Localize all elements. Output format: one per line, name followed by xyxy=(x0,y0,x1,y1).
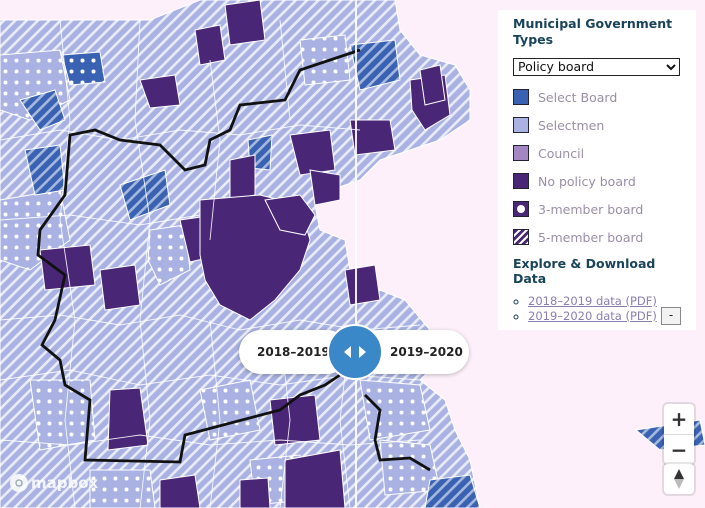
region-no-policy-board xyxy=(344,264,381,306)
reset-north-button[interactable] xyxy=(664,464,694,494)
compare-swiper-handle[interactable] xyxy=(327,324,383,380)
data-link-2019-2020[interactable]: 2019–2020 data (PDF) xyxy=(528,309,657,323)
region-no-policy-board xyxy=(239,477,271,508)
mapbox-logo-text: mapbox xyxy=(31,474,99,492)
legend-item-label: 5-member board xyxy=(538,229,644,245)
legend-title: Municipal Government Types xyxy=(513,16,673,47)
region-select-board xyxy=(119,169,171,221)
legend-item-selectmen: Selectmen xyxy=(513,111,681,139)
zoom-in-button[interactable]: + xyxy=(670,407,688,431)
region-no-policy-board xyxy=(309,169,341,206)
selectmen-swatch xyxy=(513,117,529,133)
zoom-out-button[interactable]: − xyxy=(664,434,694,465)
region-no-policy-board xyxy=(159,474,201,508)
mapbox-logo[interactable]: mapbox xyxy=(10,474,98,492)
region-dots xyxy=(29,379,96,451)
three-member-board-swatch xyxy=(513,201,529,217)
region-no-policy-board xyxy=(107,387,149,451)
region-no-policy-board xyxy=(284,449,346,508)
data-links: 2018–2019 data (PDF) 2019–2020 data (PDF… xyxy=(513,294,681,324)
council-swatch xyxy=(513,145,529,161)
legend-items: Select Board Selectmen Council No policy… xyxy=(513,83,681,251)
compare-right-text: 2019–2020 xyxy=(390,345,463,359)
region-dots xyxy=(89,469,156,508)
map-type-select-value: Policy board xyxy=(518,59,595,74)
region-select-board xyxy=(424,474,481,508)
data-link-2018-2019[interactable]: 2018–2019 data (PDF) xyxy=(528,294,657,308)
region-no-policy-board xyxy=(269,394,321,446)
legend-item-label: Select Board xyxy=(538,89,618,105)
region-no-policy-board xyxy=(194,24,226,66)
no-policy-board-swatch xyxy=(513,173,529,189)
compare-divider[interactable] xyxy=(355,0,357,508)
region-no-policy-board xyxy=(139,74,181,109)
legend-item-label: No policy board xyxy=(538,173,636,189)
five-member-board-swatch xyxy=(513,229,529,245)
chevron-down-icon xyxy=(666,64,676,71)
legend-item-label: 3-member board xyxy=(538,201,644,217)
map-type-select[interactable]: Policy board xyxy=(513,58,680,76)
region-dots xyxy=(299,34,351,86)
region-dots xyxy=(359,379,431,441)
zoom-controls: + − xyxy=(664,404,694,464)
data-link-item: 2018–2019 data (PDF) xyxy=(528,294,681,309)
compare-left-text: 2018–2019 xyxy=(257,345,330,359)
mapbox-logo-icon xyxy=(10,474,28,492)
legend-panel: Municipal Government Types Policy board … xyxy=(498,10,696,330)
region-no-policy-board xyxy=(349,119,396,156)
legend-item-council: Council xyxy=(513,139,681,167)
region-select-board xyxy=(61,51,106,86)
legend-item-label: Council xyxy=(538,145,585,161)
region-no-policy-board xyxy=(264,194,316,236)
legend-item-label: Selectmen xyxy=(538,117,605,133)
region-no-policy-board xyxy=(289,129,336,176)
legend-collapse-button[interactable]: - xyxy=(661,307,681,325)
region-dots xyxy=(147,224,191,286)
legend-item-select-board: Select Board xyxy=(513,83,681,111)
county-boundary xyxy=(364,394,431,472)
legend-item-no-policy-board: No policy board xyxy=(513,167,681,195)
compass-icon xyxy=(674,469,684,489)
region-no-policy-board xyxy=(224,0,266,46)
region-no-policy-board xyxy=(419,64,446,106)
region-dots xyxy=(199,379,261,441)
county-boundary xyxy=(36,48,361,464)
region-no-policy-board xyxy=(229,154,256,201)
region-no-policy-board xyxy=(99,264,141,311)
explore-title: Explore & Download Data xyxy=(513,256,656,286)
select-board-swatch xyxy=(513,89,529,105)
region-select-board xyxy=(19,89,66,131)
data-link-item: 2019–2020 data (PDF) xyxy=(528,309,681,324)
legend-item-3-member-board: 3-member board xyxy=(513,195,681,223)
swipe-arrows-icon xyxy=(344,346,366,358)
legend-item-5-member-board: 5-member board xyxy=(513,223,681,251)
